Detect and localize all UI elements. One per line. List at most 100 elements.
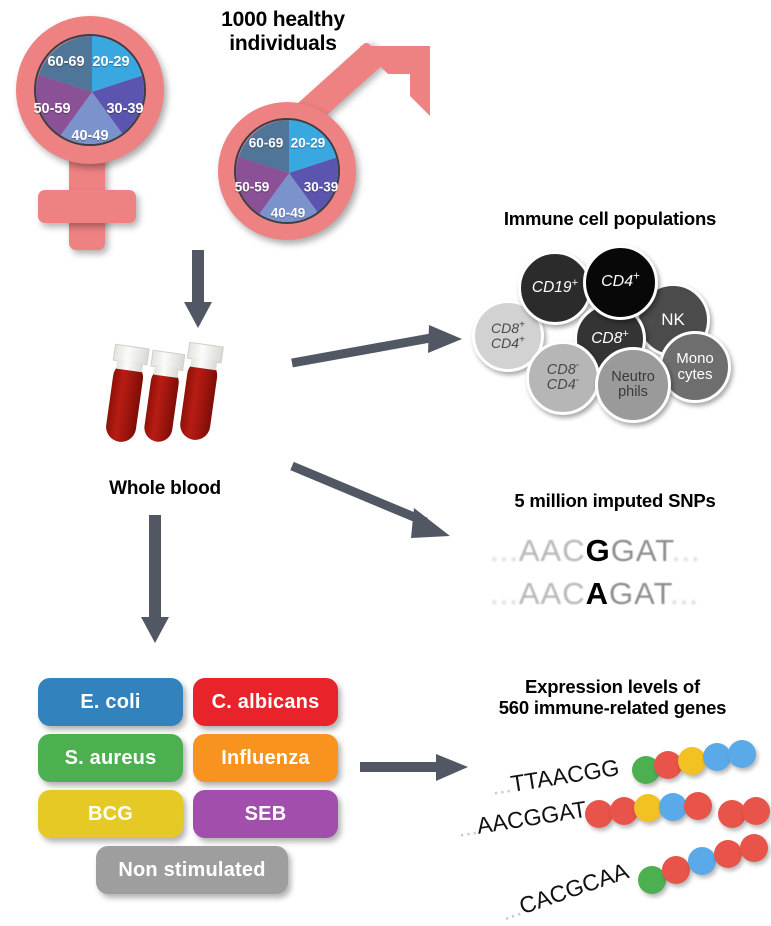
blood-tubes bbox=[100, 340, 240, 460]
female-pie-label-60-69: 60-69 bbox=[47, 54, 85, 70]
strand-top-bead-5 bbox=[728, 740, 756, 768]
stimulus-s-aureus[interactable]: S. aureus bbox=[38, 734, 183, 782]
immune-cell-cluster: CD8+ CD4+ NK CD19+ CD4+ CD8+ Mono cytes … bbox=[470, 245, 735, 423]
cell-cd8-label: CD8+ bbox=[591, 327, 629, 347]
stimulus-s-aureus-label: S. aureus bbox=[64, 746, 157, 769]
stimulus-bcg[interactable]: BCG bbox=[38, 790, 183, 838]
strand-middle-bead-5 bbox=[684, 792, 712, 820]
stimulus-bcg-label: BCG bbox=[87, 802, 134, 825]
arrow-cohort-to-blood bbox=[184, 250, 212, 328]
male-symbol: 20-29 30-39 40-49 50-59 60-69 bbox=[208, 41, 430, 250]
cell-cd19-label: CD19+ bbox=[531, 276, 579, 296]
male-symbol-arrowhead bbox=[360, 46, 430, 116]
female-pie-label-40-49: 40-49 bbox=[71, 128, 109, 144]
strand-bottom-bead-5 bbox=[740, 834, 768, 862]
cell-monocytes-line2: cytes bbox=[677, 366, 713, 383]
strand-middle-bead-7 bbox=[742, 797, 770, 825]
stimulus-c-albicans-label: C. albicans bbox=[211, 690, 320, 713]
snp-sequence-row-1: ...AACGGAT... bbox=[490, 533, 701, 569]
gene-strands: ...TTAACGG ...AACGGAT ...CACGCAA bbox=[440, 740, 771, 925]
pie-slice-40-49 bbox=[257, 173, 321, 222]
strand-top: ...TTAACGG bbox=[440, 740, 771, 800]
snp-row2-prefix: AAC bbox=[518, 576, 586, 611]
pie-slice-50-59 bbox=[236, 156, 289, 216]
male-age-pie bbox=[234, 118, 340, 224]
arrow-stimuli-to-expression bbox=[360, 754, 468, 781]
male-pie-label-50-59: 50-59 bbox=[234, 179, 270, 195]
cell-monocytes-line1: Mono bbox=[676, 350, 714, 368]
pie-slice-20-29 bbox=[92, 36, 144, 92]
male-pie-label-30-39: 30-39 bbox=[303, 179, 339, 195]
stimulus-e-coli-label: E. coli bbox=[80, 690, 141, 713]
strand-middle-bead-3 bbox=[634, 794, 662, 822]
stimulus-non-stimulated[interactable]: Non stimulated bbox=[96, 846, 288, 894]
stimulus-seb-label: SEB bbox=[244, 802, 287, 825]
strand-bottom-bead-3 bbox=[688, 847, 716, 875]
male-pie-svg bbox=[236, 120, 338, 222]
cell-cd19: CD19+ bbox=[518, 251, 592, 325]
snp-row1-ellipsis-left: ... bbox=[490, 533, 519, 568]
female-age-pie bbox=[34, 34, 146, 146]
strand-top-bead-3 bbox=[678, 747, 706, 775]
cell-cd8neg-cd4neg-line2: CD4- bbox=[546, 375, 580, 393]
arrow-blood-to-snp bbox=[290, 461, 450, 538]
arrow-blood-to-immune bbox=[291, 325, 462, 368]
expression-title-line2: 560 immune-related genes bbox=[498, 697, 727, 719]
strand-middle-bead-2 bbox=[610, 797, 638, 825]
snp-row2-variant: A bbox=[585, 576, 609, 611]
stimulus-influenza-label: Influenza bbox=[221, 746, 310, 769]
stimulus-e-coli[interactable]: E. coli bbox=[38, 678, 183, 726]
stimulus-influenza[interactable]: Influenza bbox=[193, 734, 338, 782]
strand-middle-bead-6 bbox=[718, 800, 746, 828]
male-pie-label-60-69: 60-69 bbox=[248, 135, 284, 151]
cell-cd8pos-cd4pos-line2: CD4+ bbox=[491, 334, 525, 351]
snp-row1-variant: G bbox=[585, 533, 611, 568]
cell-neutrophils-line2: phils bbox=[618, 384, 648, 400]
strand-middle: ...AACGGAT bbox=[440, 778, 771, 842]
expression-section-title: Expression levels of 560 immune-related … bbox=[460, 676, 765, 719]
cell-nk-label: NK bbox=[661, 310, 685, 330]
female-pie-label-30-39: 30-39 bbox=[106, 101, 144, 117]
whole-blood-label: Whole blood bbox=[109, 478, 221, 499]
snp-row2-ellipsis-left: ... bbox=[490, 576, 519, 611]
strand-top-bead-4 bbox=[703, 743, 731, 771]
female-symbol-crossbar bbox=[38, 190, 136, 223]
pie-slice-50-59 bbox=[36, 74, 92, 138]
strand-bottom: ...CACGCAA bbox=[440, 828, 771, 925]
strand-middle-bead-1 bbox=[585, 800, 613, 828]
stimuli-grid: E. coli C. albicans S. aureus Influenza … bbox=[38, 678, 338, 894]
male-pie-label-40-49: 40-49 bbox=[270, 205, 306, 221]
expression-title-line1: Expression levels of bbox=[525, 676, 700, 697]
snp-section-title: 5 million imputed SNPs bbox=[514, 490, 716, 511]
pie-slice-30-39 bbox=[92, 75, 144, 138]
cell-cd8neg-cd4neg: CD8- CD4- bbox=[526, 341, 600, 415]
female-pie-label-50-59: 50-59 bbox=[33, 101, 71, 117]
snp-row1-suffix: GAT bbox=[610, 533, 672, 568]
pie-slice-30-39 bbox=[289, 157, 338, 216]
cell-cd8pos-cd4pos-line1: CD8+ bbox=[491, 319, 525, 337]
strand-bottom-bead-2 bbox=[662, 856, 690, 884]
strand-bottom-bead-4 bbox=[714, 840, 742, 868]
male-pie-label-20-29: 20-29 bbox=[290, 135, 326, 151]
stimulus-c-albicans[interactable]: C. albicans bbox=[193, 678, 338, 726]
stimulus-seb[interactable]: SEB bbox=[193, 790, 338, 838]
cell-cd4-label: CD4+ bbox=[601, 270, 640, 291]
strand-top-bead-2 bbox=[654, 751, 682, 779]
snp-row1-ellipsis-right: ... bbox=[671, 533, 701, 568]
immune-section-title: Immune cell populations bbox=[503, 208, 717, 229]
page-title-line2: individuals bbox=[229, 32, 337, 56]
snp-row1-prefix: AAC bbox=[518, 533, 586, 568]
snp-row2-suffix: GAT bbox=[608, 576, 670, 611]
cell-cd8neg-cd4neg-line1: CD8- bbox=[546, 360, 580, 378]
strand-bottom-bead-1 bbox=[638, 866, 666, 894]
female-pie-label-20-29: 20-29 bbox=[92, 54, 130, 70]
arrow-blood-to-stimuli bbox=[141, 515, 169, 643]
pie-slice-20-29 bbox=[289, 120, 338, 173]
strand-bottom-sequence: CACGCAA bbox=[515, 857, 632, 920]
snp-sequence-row-2: ...AACAGAT... bbox=[490, 576, 699, 612]
pie-slice-60-69 bbox=[38, 36, 92, 92]
female-symbol: 20-29 30-39 40-49 50-59 60-69 bbox=[8, 10, 188, 250]
page-title-line1: 1000 healthy bbox=[221, 8, 345, 31]
female-pie-svg bbox=[36, 36, 144, 144]
cell-neutrophils: Neutro phils bbox=[595, 347, 671, 423]
